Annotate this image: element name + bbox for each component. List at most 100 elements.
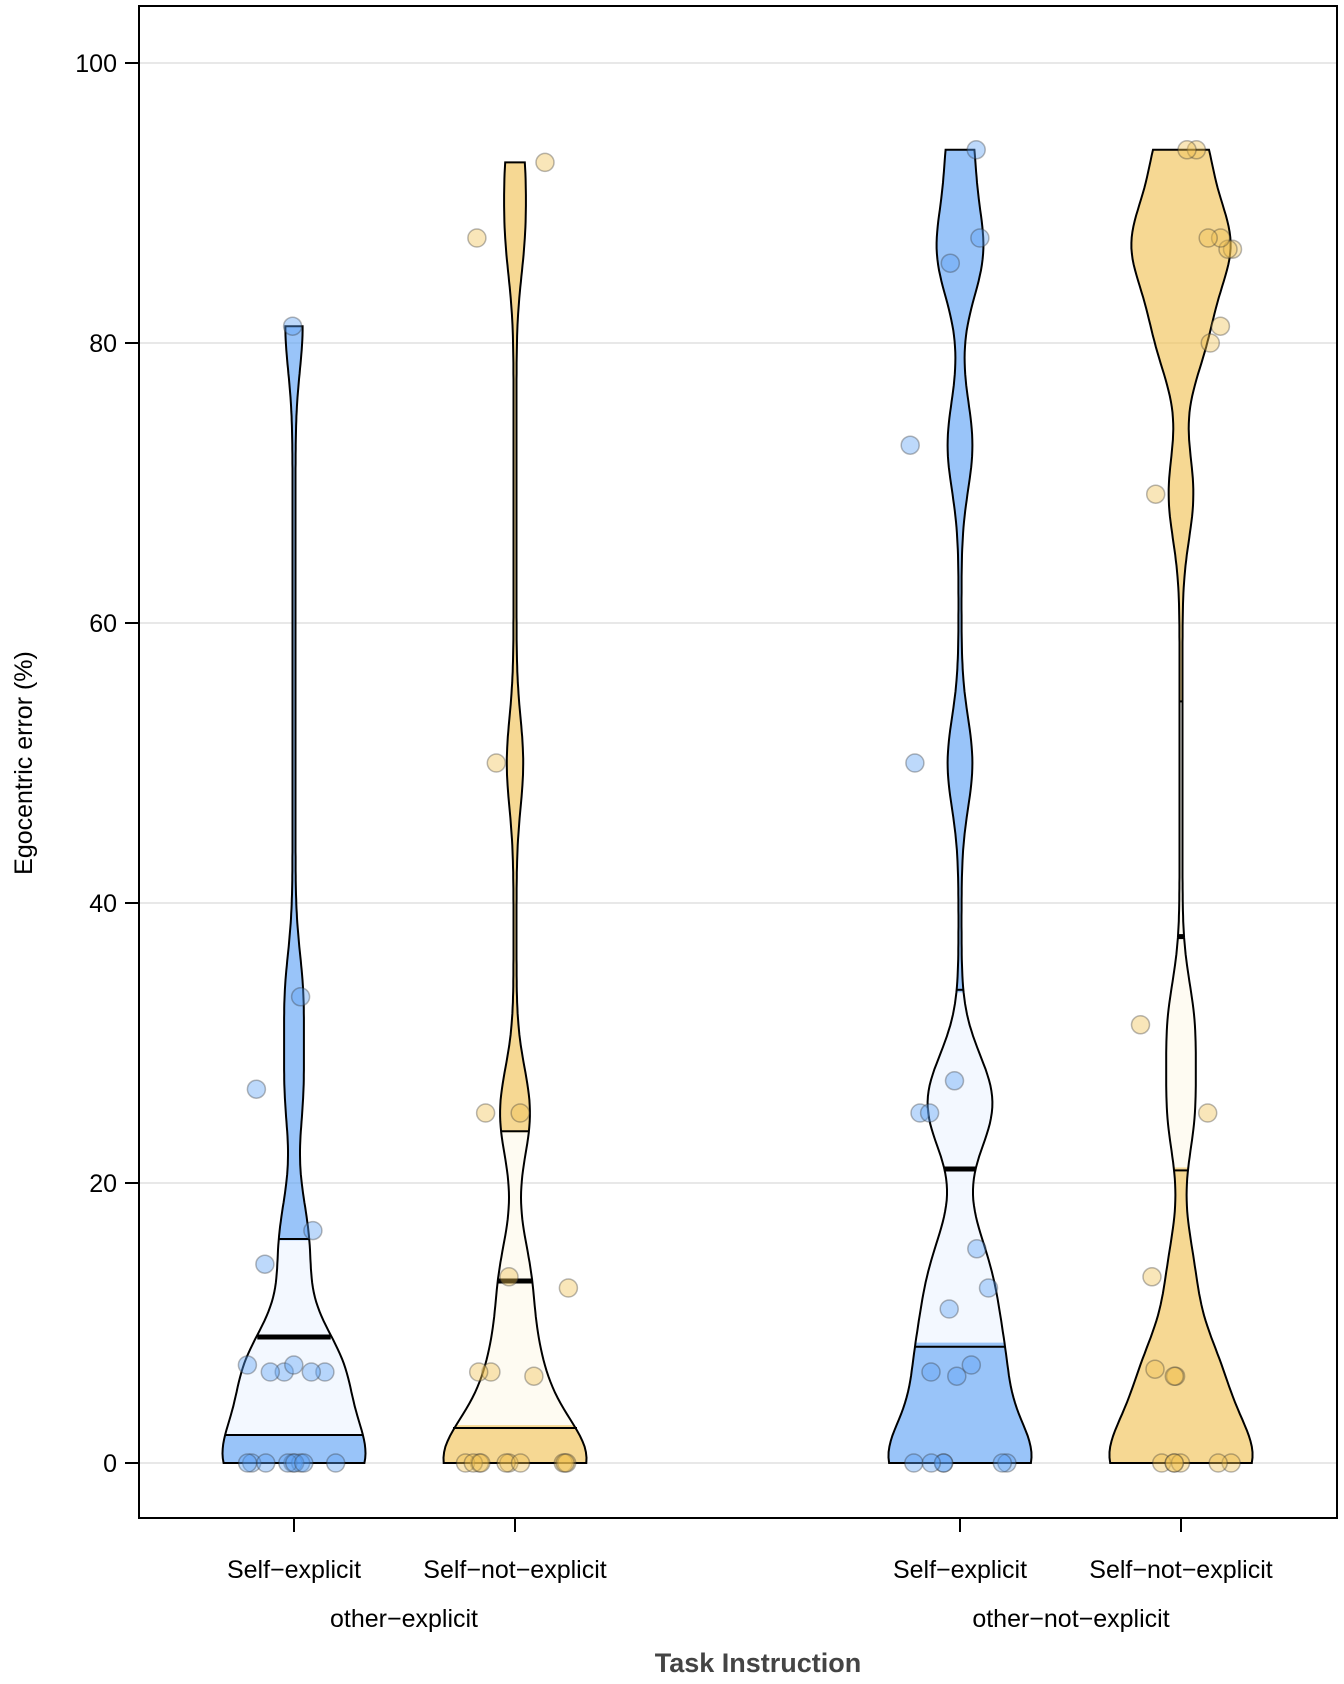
data-point [496, 1453, 516, 1473]
data-point [455, 1453, 476, 1473]
data-point [282, 316, 303, 336]
data-point [1177, 140, 1197, 160]
data-point [283, 1453, 303, 1473]
data-point [303, 1220, 323, 1241]
data-point [553, 1453, 574, 1473]
data-point [481, 1362, 501, 1382]
data-point [970, 228, 990, 248]
data-point [992, 1453, 1013, 1473]
violin-2-1 [887, 140, 1033, 1473]
data-point [1221, 1453, 1241, 1473]
data-point [921, 1362, 941, 1382]
data-point [255, 1254, 275, 1274]
data-point [499, 1267, 519, 1287]
x-tick-label: Self−not−explicit [423, 1556, 607, 1584]
data-point [535, 152, 555, 173]
data-point [237, 1355, 258, 1375]
data-point [933, 1453, 954, 1473]
data-point [256, 1453, 276, 1473]
data-point [1130, 1015, 1151, 1035]
data-point [1164, 1453, 1185, 1473]
data-point [260, 1362, 281, 1382]
x-axis: Self−explicit Self−not−explicit other−expl… [227, 1518, 1273, 1633]
violin-density [222, 326, 366, 1464]
y-axis: 0 20 40 60 80 100 [75, 50, 139, 1478]
data-point [290, 1453, 311, 1473]
data-point [921, 1453, 942, 1473]
data-point [1164, 1453, 1184, 1473]
violin-outline [1108, 148, 1254, 1464]
data-point [467, 228, 487, 248]
data-point [1142, 1267, 1162, 1287]
data-point [237, 1453, 258, 1473]
plot-frame [138, 5, 1338, 1519]
data-point [1218, 239, 1238, 259]
x-axis-title: Task Instruction [655, 1648, 862, 1678]
x-tick-label: Self−explicit [227, 1556, 361, 1584]
data-point [1145, 1359, 1165, 1379]
data-point [468, 1362, 489, 1382]
data-point [904, 1453, 924, 1473]
plot-area [221, 140, 1254, 1473]
data-point [947, 1366, 967, 1386]
data-point [939, 1299, 959, 1319]
data-point [1210, 316, 1231, 336]
group-label: other−not−explicit [972, 1605, 1169, 1633]
data-point [944, 1071, 965, 1091]
data-point [978, 1278, 999, 1298]
data-point [997, 1453, 1017, 1473]
data-point [301, 1362, 322, 1382]
data-point [940, 253, 961, 273]
data-point [278, 1453, 298, 1473]
data-point [555, 1453, 575, 1473]
data-point [463, 1453, 484, 1473]
data-point [1198, 228, 1218, 248]
data-point [471, 1453, 491, 1473]
data-point [1200, 333, 1221, 353]
data-point [315, 1362, 335, 1382]
data-point [1145, 484, 1166, 504]
data-point [524, 1366, 544, 1386]
data-point [510, 1103, 530, 1123]
data-point [905, 753, 925, 773]
x-tick-label: Self−explicit [893, 1556, 1027, 1584]
data-point [469, 1453, 490, 1473]
violin-1-1 [221, 316, 367, 1473]
violin-1-2 [442, 152, 588, 1473]
data-point [246, 1079, 267, 1099]
data-point [1165, 1366, 1186, 1386]
y-axis-title: Egocentric error (%) [10, 651, 38, 875]
data-point [284, 1355, 304, 1375]
data-point [1186, 140, 1207, 160]
violin-density [443, 162, 587, 1463]
x-tick-label: Self−not−explicit [1089, 1556, 1273, 1584]
data-point [933, 1453, 954, 1473]
data-point [967, 1239, 987, 1259]
data-point [241, 1453, 262, 1473]
group-label: other−explicit [330, 1605, 478, 1633]
data-point [1197, 1103, 1218, 1123]
y-tick-label: 20 [89, 1170, 117, 1198]
data-point [919, 1103, 940, 1123]
data-point [274, 1362, 294, 1382]
data-point [510, 1453, 531, 1473]
data-point [284, 1453, 305, 1473]
data-point [966, 140, 986, 160]
data-point [1208, 1453, 1228, 1473]
data-point [1222, 239, 1243, 259]
y-tick-label: 0 [103, 1450, 117, 1478]
y-tick-label: 100 [75, 50, 117, 78]
data-point [294, 1453, 314, 1473]
data-point [961, 1355, 982, 1375]
data-point [290, 987, 311, 1007]
violin-outline [221, 325, 367, 1464]
y-tick-label: 40 [89, 890, 117, 918]
data-point [475, 1103, 496, 1123]
data-point [1151, 1453, 1172, 1473]
data-point [910, 1103, 930, 1123]
violin-outline [887, 148, 1033, 1464]
data-point [325, 1453, 346, 1473]
y-tick-label: 80 [89, 330, 117, 358]
data-point [900, 435, 920, 455]
